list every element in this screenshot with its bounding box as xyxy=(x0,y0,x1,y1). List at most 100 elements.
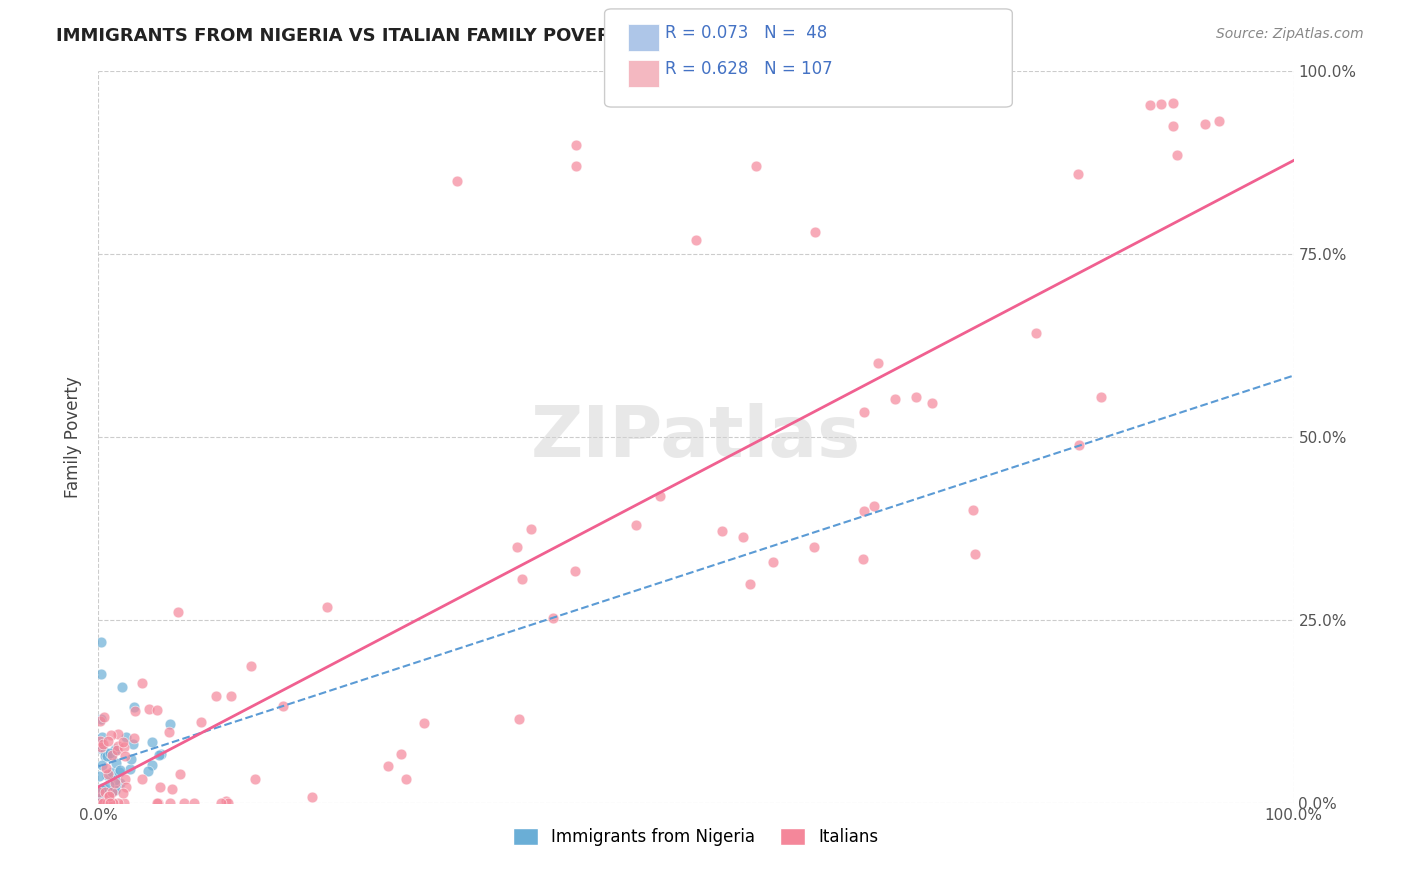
Point xyxy=(89,785,111,799)
Point xyxy=(97,789,120,804)
Point xyxy=(90,782,112,797)
Point xyxy=(852,405,875,419)
Y-axis label: Family Poverty: Family Poverty xyxy=(65,376,83,498)
Point xyxy=(111,680,134,694)
Point xyxy=(389,747,412,761)
Point xyxy=(209,796,232,810)
Point xyxy=(101,747,124,762)
Point xyxy=(104,776,127,790)
Point xyxy=(124,699,146,714)
Text: ZIPatlas: ZIPatlas xyxy=(531,402,860,472)
Point xyxy=(962,502,984,516)
Point xyxy=(183,796,205,810)
Point xyxy=(394,772,416,786)
Point xyxy=(315,600,337,615)
Point xyxy=(104,756,127,770)
Point xyxy=(731,530,754,544)
Point xyxy=(115,730,138,744)
Point xyxy=(96,767,118,781)
Point xyxy=(148,780,170,794)
Point xyxy=(852,552,875,566)
Point xyxy=(221,690,243,704)
Point xyxy=(104,742,127,756)
Point xyxy=(124,704,146,718)
Point xyxy=(104,783,127,797)
Point xyxy=(96,748,118,763)
Point xyxy=(565,160,588,174)
Point xyxy=(173,796,195,810)
Point xyxy=(91,730,114,744)
Point xyxy=(91,784,114,798)
Point xyxy=(93,785,115,799)
Point xyxy=(112,740,135,755)
Point xyxy=(100,729,122,743)
Legend: Immigrants from Nigeria, Italians: Immigrants from Nigeria, Italians xyxy=(506,822,886,853)
Point xyxy=(803,540,825,554)
Text: R = 0.628   N = 107: R = 0.628 N = 107 xyxy=(665,60,832,78)
Text: R = 0.073   N =  48: R = 0.073 N = 48 xyxy=(665,24,827,42)
Point xyxy=(114,772,136,787)
Point xyxy=(107,739,129,753)
Point xyxy=(884,392,907,407)
Point xyxy=(217,796,239,810)
Point xyxy=(141,735,163,749)
Point xyxy=(245,772,267,787)
Point xyxy=(146,703,169,717)
Point xyxy=(738,576,761,591)
Point xyxy=(508,712,530,726)
Point xyxy=(112,796,135,810)
Point xyxy=(89,714,111,729)
Point xyxy=(110,776,132,790)
Point xyxy=(89,793,111,807)
Point xyxy=(863,499,886,513)
Point xyxy=(965,547,987,561)
Point xyxy=(115,780,138,794)
Point xyxy=(107,727,129,741)
Point xyxy=(301,789,323,804)
Point xyxy=(215,794,238,808)
Point xyxy=(1069,438,1091,452)
Point xyxy=(138,702,160,716)
Point xyxy=(110,763,132,777)
Point xyxy=(108,764,131,779)
Point xyxy=(761,555,783,569)
Point xyxy=(205,689,228,703)
Point xyxy=(131,772,153,786)
Point xyxy=(804,225,827,239)
Point xyxy=(904,390,927,404)
Point xyxy=(97,767,120,781)
Point xyxy=(190,714,212,729)
Point xyxy=(124,731,146,745)
Point xyxy=(90,790,112,805)
Point xyxy=(91,757,114,772)
Point xyxy=(100,764,122,779)
Point xyxy=(120,752,142,766)
Text: Source: ZipAtlas.com: Source: ZipAtlas.com xyxy=(1216,27,1364,41)
Point xyxy=(413,715,436,730)
Point xyxy=(94,762,117,776)
Point xyxy=(90,635,112,649)
Point xyxy=(91,737,114,751)
Point xyxy=(159,796,181,810)
Point xyxy=(506,540,529,554)
Point xyxy=(103,796,125,810)
Point xyxy=(89,737,111,751)
Point xyxy=(97,789,120,803)
Point xyxy=(141,757,163,772)
Point xyxy=(1025,326,1047,340)
Point xyxy=(446,174,468,188)
Point xyxy=(685,233,707,247)
Point xyxy=(96,796,118,810)
Point xyxy=(273,698,295,713)
Point xyxy=(101,796,124,810)
Text: IMMIGRANTS FROM NIGERIA VS ITALIAN FAMILY POVERTY CORRELATION CHART: IMMIGRANTS FROM NIGERIA VS ITALIAN FAMIL… xyxy=(56,27,858,45)
Point xyxy=(745,160,768,174)
Point xyxy=(100,750,122,764)
Point xyxy=(1161,120,1184,134)
Point xyxy=(146,796,169,810)
Point xyxy=(146,796,169,810)
Point xyxy=(626,517,648,532)
Point xyxy=(1166,148,1188,162)
Point xyxy=(148,747,170,762)
Point xyxy=(120,762,142,776)
